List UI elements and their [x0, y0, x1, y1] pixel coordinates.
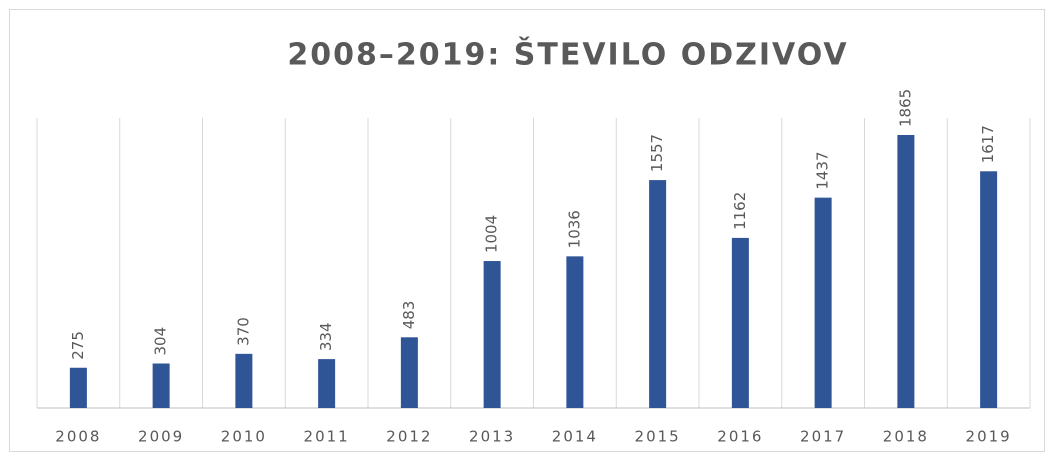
- data-label: 1162: [731, 192, 749, 230]
- chart-border: [9, 9, 1045, 452]
- x-tick-label: 2012: [386, 428, 432, 446]
- bar: [649, 180, 667, 408]
- bar: [980, 171, 998, 408]
- x-tick-label: 2017: [800, 428, 846, 446]
- bar: [318, 359, 336, 408]
- bar: [814, 197, 832, 408]
- bar: [69, 367, 87, 408]
- x-tick-label: 2008: [55, 428, 101, 446]
- bar: [897, 135, 915, 408]
- bar: [731, 237, 749, 408]
- data-label: 1865: [896, 89, 914, 127]
- data-label: 334: [317, 322, 335, 351]
- data-label: 1036: [565, 210, 583, 248]
- data-label: 304: [152, 327, 170, 356]
- x-tick-label: 2019: [966, 428, 1012, 446]
- data-label: 1437: [814, 151, 832, 189]
- x-tick-label: 2014: [552, 428, 598, 446]
- data-label: 483: [400, 301, 418, 330]
- x-tick-label: 2016: [717, 428, 763, 446]
- bar: [235, 353, 253, 408]
- data-label: 275: [69, 331, 87, 360]
- bar: [152, 363, 170, 408]
- bar: [400, 337, 418, 408]
- data-label: 370: [234, 317, 252, 346]
- chart-title: 2008–2019: ŠTEVILO ODZIVOV: [287, 36, 848, 73]
- x-tick-label: 2010: [221, 428, 267, 446]
- data-label: 1617: [979, 125, 997, 163]
- x-tick-label: 2011: [304, 428, 350, 446]
- x-tick-label: 2013: [469, 428, 515, 446]
- data-label: 1004: [483, 215, 501, 253]
- data-label: 1557: [648, 134, 666, 172]
- bar: [566, 256, 584, 408]
- x-tick-label: 2015: [635, 428, 681, 446]
- bar: [483, 261, 501, 408]
- x-tick-label: 2018: [883, 428, 929, 446]
- x-tick-label: 2009: [138, 428, 184, 446]
